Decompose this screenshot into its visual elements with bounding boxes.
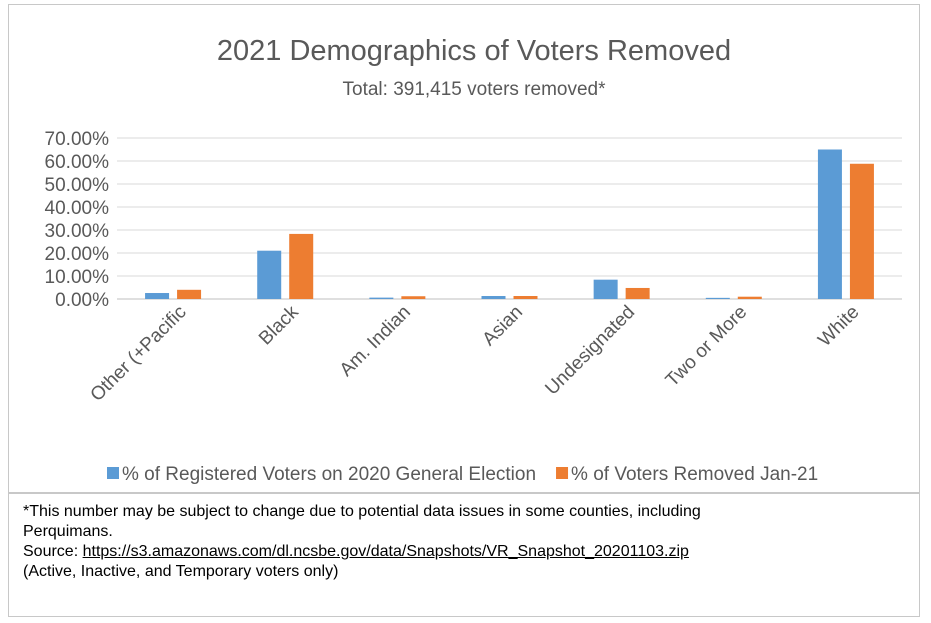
bar-removed (625, 287, 650, 299)
y-tick-label: 0.00% (55, 290, 109, 311)
x-tick-label: Other (+Pacific (87, 302, 191, 406)
y-axis-ticks: 0.00%10.00%20.00%30.00%40.00%50.00%60.00… (45, 129, 110, 311)
footnote-box: *This number may be subject to change du… (8, 493, 920, 617)
source-line: Source: https://s3.amazonaws.com/dl.ncsb… (23, 542, 919, 562)
y-tick-label: 40.00% (45, 198, 110, 219)
legend-swatch (556, 467, 569, 479)
legend-swatch (107, 467, 119, 479)
x-tick-label: White (814, 302, 863, 351)
x-tick-label: Asian (479, 302, 527, 350)
chart-title: 2021 Demographics of Voters Removed (217, 35, 731, 67)
gridlines (117, 137, 902, 300)
bar-registered (705, 297, 730, 299)
bar-removed (513, 296, 538, 299)
y-tick-label: 20.00% (45, 244, 110, 265)
footnote-line-2: Perquimans. (23, 523, 113, 540)
bar-removed (849, 163, 874, 299)
bar-registered (817, 149, 842, 299)
source-link[interactable]: https://s3.amazonaws.com/dl.ncsbe.gov/da… (82, 543, 689, 560)
chart-subtitle: Total: 391,415 voters removed* (343, 79, 607, 100)
bar-removed (177, 289, 202, 299)
y-tick-label: 60.00% (45, 152, 110, 173)
x-tick-label: Am. Indian (336, 302, 415, 381)
y-tick-label: 10.00% (45, 267, 110, 288)
x-tick-label: Undesignated (541, 302, 639, 400)
y-tick-label: 50.00% (45, 175, 110, 196)
y-tick-label: 30.00% (45, 221, 110, 242)
legend-label: % of Voters Removed Jan-21 (571, 464, 818, 485)
bar-registered (145, 293, 170, 299)
x-tick-label: Two or More (662, 302, 752, 392)
bar-registered (481, 296, 506, 299)
bar-registered (369, 297, 394, 299)
x-axis-ticks: Other (+Pacific Black Am. Indian Asian Undes… (87, 301, 864, 405)
bar-chart: 2021 Demographics of Voters Removed Tota… (45, 35, 902, 485)
bar-registered (593, 279, 618, 299)
x-tick-label: Black (255, 301, 303, 349)
y-tick-label: 70.00% (45, 129, 110, 150)
bar-removed (737, 296, 762, 299)
footnote-line-1: *This number may be subject to change du… (23, 503, 701, 520)
legend: % of Registered Voters on 2020 General E… (107, 464, 818, 485)
bar-removed (289, 233, 314, 299)
footnote-line-4: (Active, Inactive, and Temporary voters … (23, 563, 339, 580)
bar-removed (401, 296, 426, 299)
source-prefix: Source: (23, 543, 83, 560)
bar-registered (257, 250, 282, 299)
legend-label: % of Registered Voters on 2020 General E… (122, 464, 536, 485)
chart-frame: 2021 Demographics of Voters Removed Tota… (8, 4, 920, 493)
bars (145, 149, 874, 299)
